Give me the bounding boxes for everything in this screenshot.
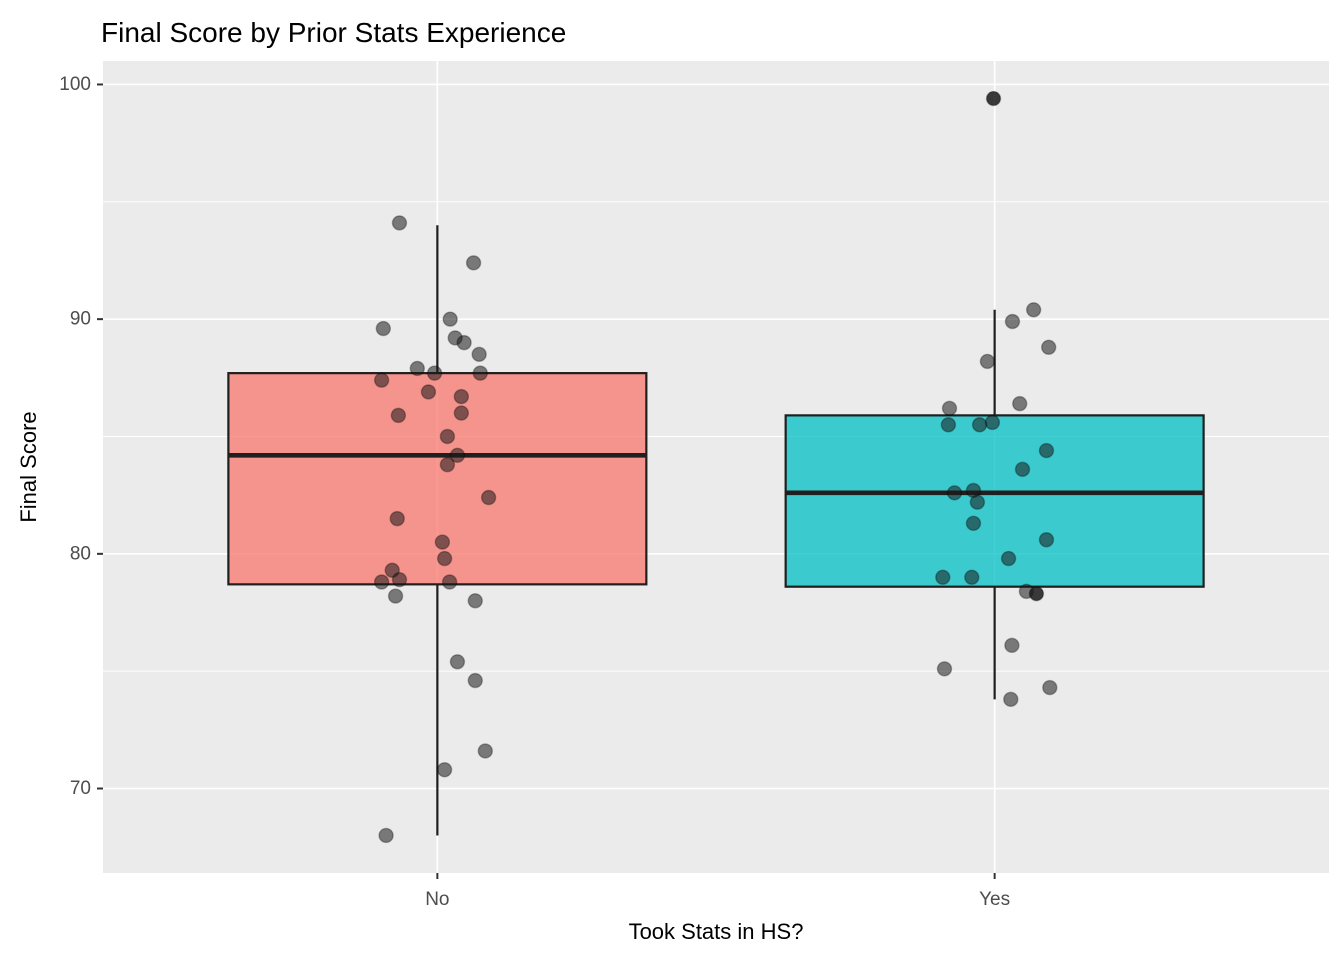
jitter-point-yes xyxy=(940,417,957,433)
jitter-point-no xyxy=(436,762,453,778)
jitter-point-no xyxy=(387,588,404,604)
jitter-point-no xyxy=(465,255,482,271)
jitter-point-no xyxy=(480,489,497,506)
jitter-point-no xyxy=(436,550,453,567)
jitter-point-no xyxy=(378,827,394,844)
jitter-points xyxy=(373,90,1058,844)
y-tick-label: 100 xyxy=(59,74,91,95)
jitter-point-no xyxy=(453,388,470,405)
jitter-point-yes xyxy=(965,515,982,532)
jitter-point-no xyxy=(390,407,407,424)
jitter-point-yes xyxy=(1038,532,1055,548)
jitter-point-no xyxy=(449,447,466,463)
y-axis-title: Final Score xyxy=(16,411,41,522)
x-tick-label: No xyxy=(425,889,449,910)
y-tick-label: 80 xyxy=(70,543,91,564)
jitter-point-no xyxy=(453,405,470,421)
jitter-point-yes xyxy=(941,400,958,417)
jitter-point-yes xyxy=(969,494,986,510)
box-no xyxy=(227,372,648,586)
jitter-point-no xyxy=(434,534,451,550)
jitter-point-yes xyxy=(935,569,951,586)
jitter-point-no xyxy=(456,334,472,351)
jitter-point-no xyxy=(426,365,443,381)
jitter-point-no xyxy=(441,574,458,590)
axis-ticks: 70 80 90 100 No Yes xyxy=(59,74,1010,910)
jitter-point-no xyxy=(449,654,466,670)
jitter-point-yes xyxy=(1025,302,1042,318)
jitter-point-no xyxy=(477,743,493,759)
jitter-point-no xyxy=(373,372,390,388)
jitter-point-yes xyxy=(984,414,1001,431)
jitter-point-yes xyxy=(1014,461,1031,478)
box-yes xyxy=(784,414,1205,588)
jitter-point-no xyxy=(439,428,456,445)
jitter-point-yes xyxy=(936,661,953,677)
chart-title: Final Score by Prior Stats Experience xyxy=(101,17,566,48)
y-tick-label: 70 xyxy=(70,778,91,799)
jitter-point-yes xyxy=(1004,313,1021,330)
y-tick-label: 90 xyxy=(70,309,91,330)
jitter-point-yes xyxy=(1038,442,1055,459)
jitter-point-yes xyxy=(979,353,996,370)
jitter-point-yes xyxy=(946,485,963,501)
jitter-point-yes xyxy=(1003,691,1019,708)
jitter-point-yes xyxy=(985,90,1002,107)
major-gridlines xyxy=(103,61,1329,873)
x-axis-title: Took Stats in HS? xyxy=(629,919,804,944)
x-tick-label: Yes xyxy=(979,889,1010,910)
jitter-point-yes xyxy=(964,569,980,586)
jitter-point-no xyxy=(472,365,488,381)
jitter-point-yes xyxy=(1000,550,1017,567)
jitter-point-no xyxy=(420,384,437,400)
jitter-point-no xyxy=(409,360,426,377)
jitter-point-no xyxy=(373,574,390,590)
jitter-point-no xyxy=(471,346,487,363)
jitter-point-no xyxy=(375,320,392,337)
jitter-point-no xyxy=(442,311,458,327)
jitter-point-no xyxy=(391,215,408,231)
jitter-point-no xyxy=(467,672,483,689)
jitter-point-yes xyxy=(971,417,988,433)
jitter-point-yes xyxy=(1012,395,1028,412)
jitter-point-no xyxy=(467,593,483,609)
jitter-point-no xyxy=(439,456,456,473)
boxplots xyxy=(227,225,1205,836)
jitter-point-yes xyxy=(1040,339,1057,356)
jitter-point-no xyxy=(391,571,408,588)
jitter-point-no xyxy=(389,510,405,527)
jitter-point-yes xyxy=(1004,637,1020,654)
jitter-point-yes xyxy=(1028,586,1045,602)
jitter-point-yes xyxy=(1042,679,1058,696)
